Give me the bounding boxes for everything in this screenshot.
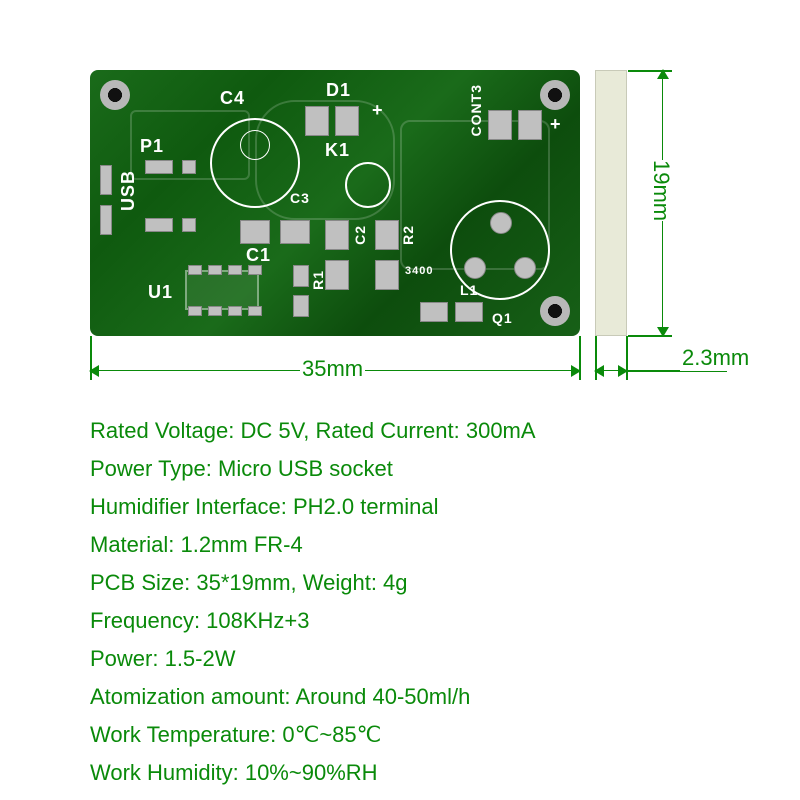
pad-icon xyxy=(248,306,262,316)
pad-icon xyxy=(228,265,242,275)
ref-p1: P1 xyxy=(140,136,164,157)
dimension-thickness xyxy=(595,370,627,371)
pad-icon xyxy=(420,302,448,322)
pcb-board: C4 D1 + P1 USB K1 C3 C1 U1 C2 R1 R2 3400… xyxy=(90,70,580,336)
pad-icon xyxy=(325,220,349,250)
ref-u1: U1 xyxy=(148,282,173,303)
ic-outline xyxy=(185,270,259,310)
ref-cont3: CONT3 xyxy=(468,84,484,136)
edge-slab xyxy=(595,70,627,336)
pad-icon xyxy=(240,220,270,244)
spec-line: Power: 1.5-2W xyxy=(90,648,536,670)
specs-list: Rated Voltage: DC 5V, Rated Current: 300… xyxy=(90,420,536,800)
pad-icon xyxy=(488,110,512,140)
spec-line: Humidifier Interface: PH2.0 terminal xyxy=(90,496,536,518)
pad-icon xyxy=(208,265,222,275)
mount-hole-icon xyxy=(540,296,570,326)
via-icon xyxy=(240,130,270,160)
plus-icon: + xyxy=(372,100,384,121)
ref-r1: R1 xyxy=(310,270,326,290)
ref-d1: D1 xyxy=(326,80,351,101)
pad-icon xyxy=(100,165,112,195)
ref-r2: R2 xyxy=(400,225,416,245)
pad-icon xyxy=(145,160,173,174)
spec-line: Atomization amount: Around 40-50ml/h xyxy=(90,686,536,708)
spec-line: Power Type: Micro USB socket xyxy=(90,458,536,480)
pad-icon xyxy=(464,257,486,279)
pad-icon xyxy=(228,306,242,316)
pad-icon xyxy=(335,106,359,136)
spec-line: Material: 1.2mm FR-4 xyxy=(90,534,536,556)
pad-icon xyxy=(182,218,196,232)
pad-icon xyxy=(490,212,512,234)
pad-icon xyxy=(518,110,542,140)
pad-icon xyxy=(375,260,399,290)
pad-icon xyxy=(182,160,196,174)
dimension-width-label: 35mm xyxy=(300,356,365,382)
plus-icon: + xyxy=(550,114,562,135)
pad-icon xyxy=(145,218,173,232)
ref-k1: K1 xyxy=(325,140,350,161)
pad-icon xyxy=(305,106,329,136)
pad-icon xyxy=(248,265,262,275)
ref-c1: C1 xyxy=(246,245,271,266)
pad-icon xyxy=(293,295,309,317)
pad-icon xyxy=(188,265,202,275)
pad-icon xyxy=(325,260,349,290)
ref-c3: C3 xyxy=(290,190,310,206)
pad-icon xyxy=(455,302,483,322)
pcb-wrap: C4 D1 + P1 USB K1 C3 C1 U1 C2 R1 R2 3400… xyxy=(90,70,580,336)
spec-line: Frequency: 108KHz+3 xyxy=(90,610,536,632)
pad-icon xyxy=(514,257,536,279)
spec-line: PCB Size: 35*19mm, Weight: 4g xyxy=(90,572,536,594)
spec-line: Work Temperature: 0℃~85℃ xyxy=(90,724,536,746)
ref-usb: USB xyxy=(118,170,139,211)
ref-c4: C4 xyxy=(220,88,245,109)
spec-line: Rated Voltage: DC 5V, Rated Current: 300… xyxy=(90,420,536,442)
pad-icon xyxy=(208,306,222,316)
mount-hole-icon xyxy=(100,80,130,110)
ref-c2: C2 xyxy=(352,225,368,245)
ref-l1: L1 xyxy=(460,282,478,298)
mount-hole-icon xyxy=(540,80,570,110)
pad-icon xyxy=(293,265,309,287)
k1-footprint xyxy=(345,162,391,208)
ref-q1: Q1 xyxy=(492,310,513,326)
dimension-height-label: 19mm xyxy=(646,160,676,221)
pad-icon xyxy=(375,220,399,250)
figure-container: C4 D1 + P1 USB K1 C3 C1 U1 C2 R1 R2 3400… xyxy=(0,0,800,800)
pad-icon xyxy=(100,205,112,235)
pad-icon xyxy=(188,306,202,316)
ref-3400: 3400 xyxy=(405,265,433,277)
pad-icon xyxy=(280,220,310,244)
dimension-thickness-label: 2.3mm xyxy=(680,345,751,371)
spec-line: Work Humidity: 10%~90%RH xyxy=(90,762,536,784)
